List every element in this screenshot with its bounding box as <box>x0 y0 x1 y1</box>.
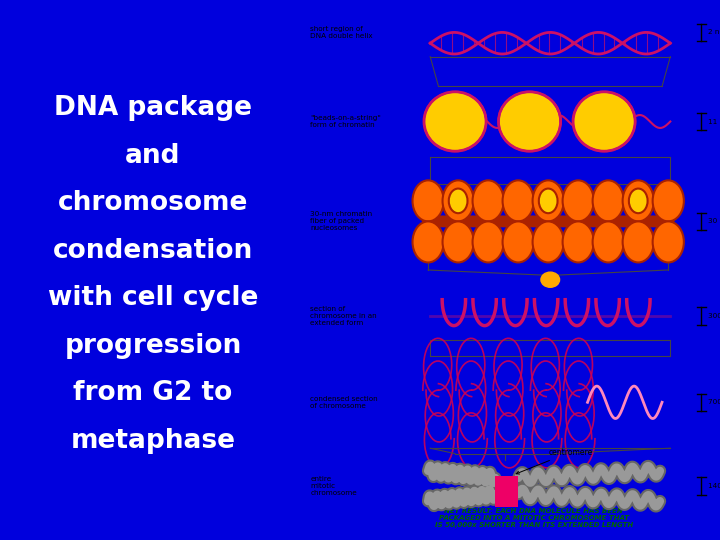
Ellipse shape <box>652 221 684 262</box>
Text: entire
mitotic
chromosome: entire mitotic chromosome <box>310 476 357 496</box>
Ellipse shape <box>503 221 534 262</box>
FancyBboxPatch shape <box>422 215 675 227</box>
Ellipse shape <box>623 221 654 262</box>
Text: "beads-on-a-string"
form of chromatin: "beads-on-a-string" form of chromatin <box>310 115 381 128</box>
Text: progression: progression <box>64 333 242 359</box>
Ellipse shape <box>443 221 474 262</box>
Ellipse shape <box>629 188 647 213</box>
Ellipse shape <box>562 180 594 221</box>
Ellipse shape <box>541 272 559 287</box>
Text: 30 nm: 30 nm <box>708 218 720 225</box>
Ellipse shape <box>652 180 684 221</box>
Ellipse shape <box>593 221 624 262</box>
Ellipse shape <box>623 180 654 221</box>
Ellipse shape <box>533 180 564 221</box>
Ellipse shape <box>472 180 504 221</box>
Text: centromere: centromere <box>516 448 593 474</box>
Text: short region of
DNA double helix: short region of DNA double helix <box>310 26 373 39</box>
Text: with cell cycle: with cell cycle <box>48 285 258 311</box>
Text: chromosome: chromosome <box>58 190 248 216</box>
Text: 30-nm chromatin
fiber of packed
nucleosomes: 30-nm chromatin fiber of packed nucleoso… <box>310 211 372 232</box>
Ellipse shape <box>443 180 474 221</box>
Ellipse shape <box>498 92 561 151</box>
Bar <box>495 476 518 507</box>
Text: condensation: condensation <box>53 238 253 264</box>
Text: section of
chromosome in an
extended form: section of chromosome in an extended for… <box>310 306 377 326</box>
Ellipse shape <box>424 92 486 151</box>
Text: from G2 to: from G2 to <box>73 380 233 406</box>
Ellipse shape <box>413 221 444 262</box>
Text: 1400 nm: 1400 nm <box>708 483 720 489</box>
Ellipse shape <box>413 180 444 221</box>
Text: 700 nm: 700 nm <box>708 399 720 406</box>
Ellipse shape <box>539 188 557 213</box>
Text: 300 nm: 300 nm <box>708 313 720 319</box>
Text: 11 nm: 11 nm <box>708 118 720 125</box>
Ellipse shape <box>503 180 534 221</box>
Text: NET RESULT: EACH DNA MOLECULE HAS BEEN
PACKAGED INTO A MITOTIC CHROMOSOME THAT
I: NET RESULT: EACH DNA MOLECULE HAS BEEN P… <box>435 508 633 528</box>
Text: 2 nm: 2 nm <box>708 29 720 36</box>
Text: and: and <box>125 143 181 168</box>
Text: DNA package: DNA package <box>54 95 252 121</box>
Text: condensed section
of chromosome: condensed section of chromosome <box>310 396 378 409</box>
Ellipse shape <box>573 92 635 151</box>
Text: metaphase: metaphase <box>71 428 235 454</box>
Ellipse shape <box>533 221 564 262</box>
Ellipse shape <box>449 188 467 213</box>
Ellipse shape <box>472 221 504 262</box>
Ellipse shape <box>593 180 624 221</box>
Ellipse shape <box>562 221 594 262</box>
